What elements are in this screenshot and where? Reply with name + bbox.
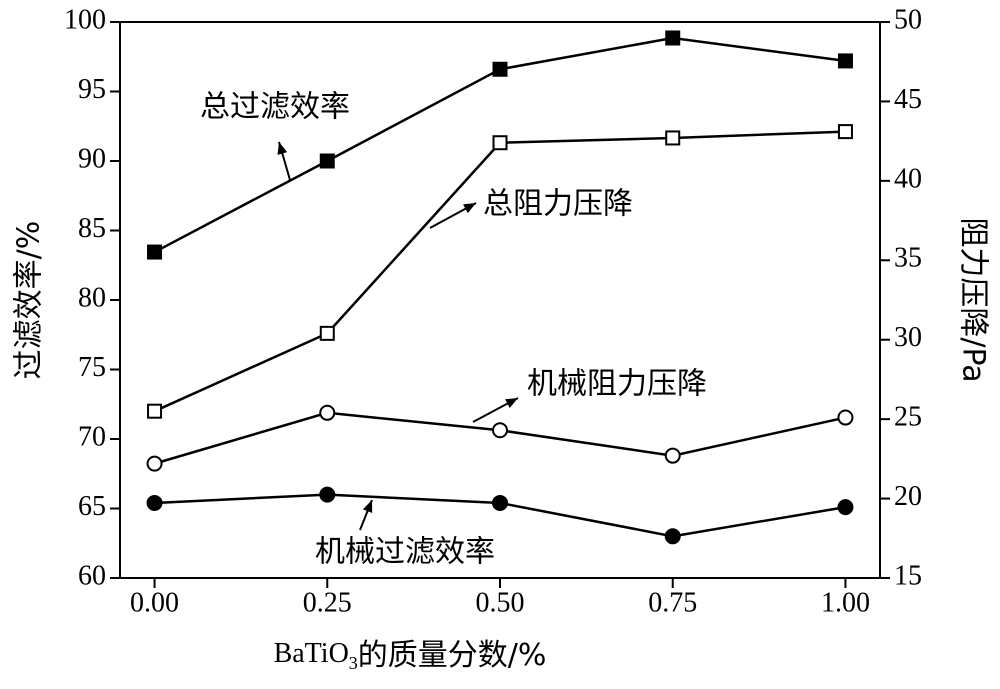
y-tick-label: 95	[78, 74, 106, 105]
arrow-head	[463, 203, 476, 214]
y2-tick-label: 40	[894, 163, 922, 194]
marker	[319, 486, 336, 503]
x-tick-label: 0.75	[648, 587, 697, 618]
x-axis-label: BaTiO3的质量分数/%	[274, 638, 547, 674]
marker	[837, 124, 853, 140]
x-tick-label: 0.00	[130, 587, 179, 618]
marker	[492, 494, 508, 511]
y2-tick-label: 25	[894, 402, 922, 433]
y2-tick-label: 50	[894, 4, 922, 35]
y2-tick-label: 20	[894, 481, 922, 512]
y2-tick-label: 30	[894, 322, 922, 353]
marker	[319, 153, 335, 169]
x-label-subscript: 3	[349, 653, 358, 673]
marker	[492, 422, 508, 439]
x-label-part: BaTiO	[274, 638, 349, 669]
y2-tick-label: 45	[894, 84, 922, 115]
y2-tick-label: 35	[894, 243, 922, 274]
series-annotation: 机械阻力压降	[527, 367, 707, 402]
marker	[665, 130, 681, 146]
marker	[837, 409, 854, 426]
marker	[665, 30, 681, 46]
y-axis-label: 过滤效率/%	[12, 221, 47, 380]
marker	[664, 447, 681, 464]
series-annotation: 机械过滤效率	[315, 535, 495, 570]
y-tick-label: 65	[78, 491, 106, 522]
y-tick-label: 80	[78, 282, 106, 313]
y-tick-label: 100	[64, 4, 106, 35]
marker	[319, 404, 336, 421]
arrow-head	[362, 500, 373, 513]
x-tick-label: 0.50	[476, 587, 525, 618]
y2-tick-label: 15	[894, 560, 922, 591]
y-tick-label: 60	[78, 560, 106, 591]
x-tick-label: 0.25	[303, 587, 352, 618]
x-tick-label: 1.00	[821, 587, 870, 618]
marker	[837, 53, 853, 69]
arrow-head	[277, 142, 288, 155]
marker	[147, 403, 163, 419]
marker	[837, 499, 854, 516]
series-annotation: 总过滤效率	[200, 90, 350, 125]
marker	[319, 325, 335, 341]
marker	[146, 455, 163, 472]
marker	[664, 528, 681, 545]
y2-axis-label: 阻力压降/Pa	[956, 217, 991, 382]
y-tick-label: 85	[78, 213, 106, 244]
arrow-head	[505, 398, 518, 409]
marker	[147, 244, 163, 260]
y-tick-label: 70	[78, 421, 106, 452]
y-tick-label: 90	[78, 143, 106, 174]
marker	[146, 494, 163, 511]
y-tick-label: 75	[78, 352, 106, 383]
marker	[492, 135, 508, 151]
marker	[492, 61, 508, 77]
series-annotation: 总阻力压降	[483, 187, 633, 222]
x-label-part: 的质量分数/%	[358, 638, 547, 673]
series-line	[154, 130, 846, 413]
